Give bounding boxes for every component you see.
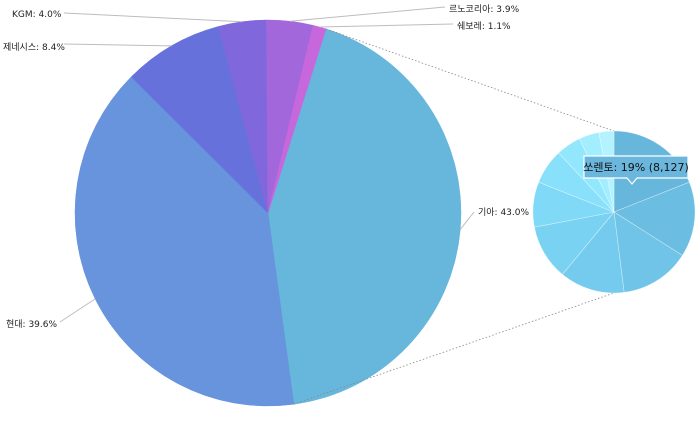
label-tick-line [289,6,446,22]
detail-slice-4[interactable] [561,211,625,294]
label-tick-line [59,298,96,323]
pie-slice-label: 쉐보레: 1.1% [457,21,511,32]
pie-slice-label: 제네시스: 8.4% [3,42,65,53]
label-tick-line [63,12,243,23]
tooltip-box [583,155,689,185]
pie-slice-label: 르노코리아: 3.9% [449,4,520,15]
tooltip-text: 쏘렌토: 19% (8,127) [583,161,689,174]
pie-connector-lines [293,28,615,405]
detail-pie [532,130,696,294]
detail-slice-3[interactable] [613,211,683,293]
pie-slice-label: 기아: 43.0% [478,207,529,218]
pie-slice-label: KGM: 4.0% [12,10,62,20]
label-tick-line [459,211,475,230]
label-tick-line [319,23,454,28]
slice-tooltip: 쏘렌토: 19% (8,127) [583,155,689,185]
connector-line-bottom [293,292,615,405]
label-tick-line [63,43,172,47]
main-pie-labels: 기아: 43.0% 현대: 39.6% 제네시스: 8.4% KGM: 4.0% 르노코… [3,4,529,330]
detail-slice-2[interactable] [613,181,696,256]
pie-slice-main-2[interactable] [130,26,269,214]
main-pie [74,19,462,407]
pie-slice-label: 현대: 39.6% [6,319,57,330]
